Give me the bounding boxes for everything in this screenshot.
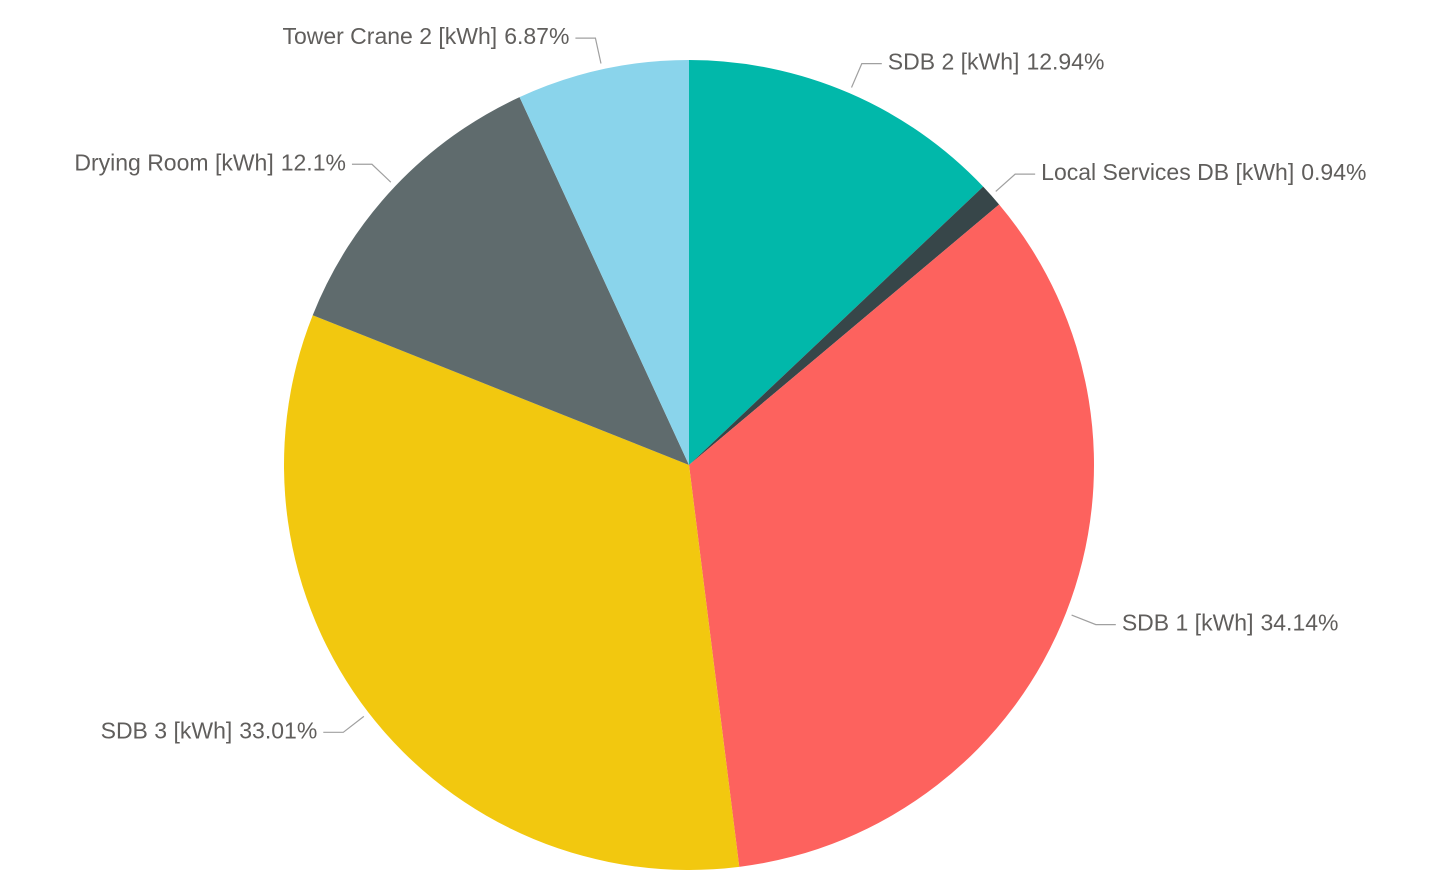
- value-label: 34.14%: [1260, 610, 1338, 636]
- value-label: 12.94%: [1026, 49, 1104, 75]
- value-label: 12.1%: [281, 149, 346, 175]
- leader-line: [1071, 614, 1116, 626]
- data-label: Tower Crane 2 [kWh] 6.87%: [282, 23, 569, 49]
- pie-slice: [689, 204, 1094, 867]
- pie-slice: [689, 186, 1000, 465]
- pie-slice: [689, 60, 984, 465]
- category-label: SDB 3 [kWh]: [101, 717, 233, 743]
- value-label: 6.87%: [504, 23, 569, 49]
- pie-slice: [312, 97, 689, 465]
- pie-slice: [519, 60, 689, 465]
- category-label: SDB 2 [kWh]: [888, 49, 1020, 75]
- leader-line: [575, 37, 602, 64]
- data-label: Local Services DB [kWh] 0.94%: [1041, 159, 1366, 185]
- data-label: SDB 3 [kWh] 33.01%: [101, 717, 318, 743]
- leader-line: [850, 63, 882, 88]
- value-label: 33.01%: [239, 717, 317, 743]
- leader-line: [351, 163, 392, 183]
- data-label: SDB 2 [kWh] 12.94%: [888, 49, 1105, 75]
- category-label: Drying Room [kWh]: [74, 149, 273, 175]
- leader-line: [995, 173, 1036, 192]
- leader-line: [323, 715, 365, 733]
- pie-slice: [283, 315, 740, 870]
- category-label: Tower Crane 2 [kWh]: [282, 23, 497, 49]
- category-label: SDB 1 [kWh]: [1122, 610, 1254, 636]
- category-label: Local Services DB [kWh]: [1041, 159, 1294, 185]
- data-label: SDB 1 [kWh] 34.14%: [1122, 610, 1339, 636]
- data-label: Drying Room [kWh] 12.1%: [74, 149, 346, 175]
- value-label: 0.94%: [1301, 159, 1366, 185]
